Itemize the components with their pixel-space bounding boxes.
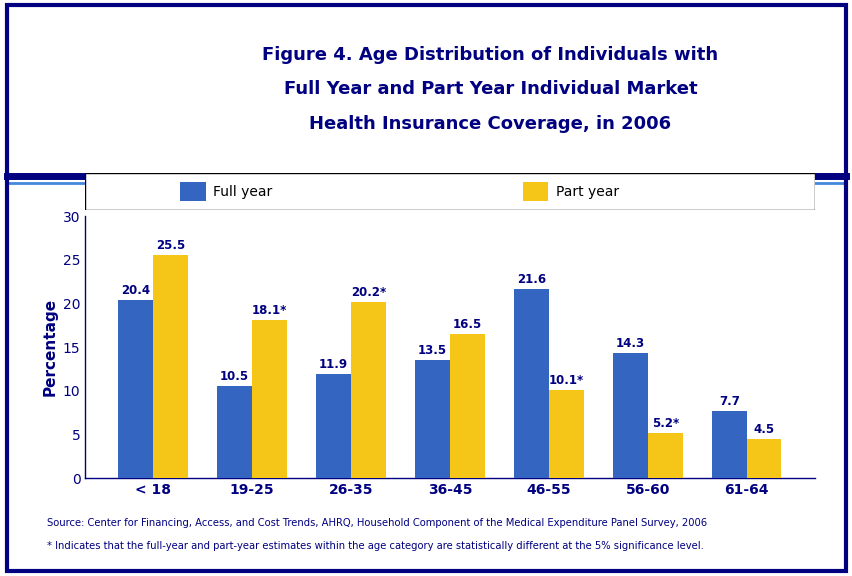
Text: 25.5: 25.5 [156, 239, 185, 252]
Text: 16.5: 16.5 [452, 318, 481, 331]
Text: Health Insurance Coverage, in 2006: Health Insurance Coverage, in 2006 [309, 115, 671, 133]
Bar [415, 360, 450, 478]
Text: 10.5: 10.5 [220, 370, 249, 383]
Text: 5.2*: 5.2* [651, 416, 678, 430]
Text: 11.9: 11.9 [319, 358, 348, 371]
Text: Full Year and Part Year Individual Market: Full Year and Part Year Individual Marke… [284, 80, 696, 98]
Text: 4.5: 4.5 [752, 423, 774, 435]
Text: 14.3: 14.3 [615, 337, 644, 350]
Bar [549, 390, 583, 478]
Text: Part year: Part year [555, 184, 618, 199]
Bar [180, 182, 205, 201]
Bar [350, 302, 385, 478]
Text: * Indicates that the full-year and part-year estimates within the age category a: * Indicates that the full-year and part-… [47, 541, 703, 551]
Text: 10.1*: 10.1* [548, 374, 583, 387]
Text: 13.5: 13.5 [417, 344, 446, 357]
Text: 7.7: 7.7 [718, 395, 739, 408]
Text: Source: Center for Financing, Access, and Cost Trends, AHRQ, Household Component: Source: Center for Financing, Access, an… [47, 518, 706, 528]
Text: Full year: Full year [213, 184, 272, 199]
Bar [648, 433, 682, 478]
Text: Figure 4. Age Distribution of Individuals with: Figure 4. Age Distribution of Individual… [262, 46, 717, 64]
Bar [450, 334, 484, 478]
Text: 18.1*: 18.1* [251, 304, 287, 317]
Y-axis label: Percentage: Percentage [43, 298, 57, 396]
Bar [316, 374, 350, 478]
Bar [711, 411, 746, 478]
Bar [746, 439, 780, 478]
Bar [251, 320, 286, 478]
Text: 20.2*: 20.2* [350, 286, 385, 298]
Text: 21.6: 21.6 [516, 274, 545, 286]
Bar [118, 300, 153, 478]
Bar [514, 289, 549, 478]
Bar [613, 353, 648, 478]
Bar [522, 182, 548, 201]
Bar [217, 386, 251, 478]
Text: 20.4: 20.4 [121, 284, 150, 297]
Bar [153, 255, 187, 478]
